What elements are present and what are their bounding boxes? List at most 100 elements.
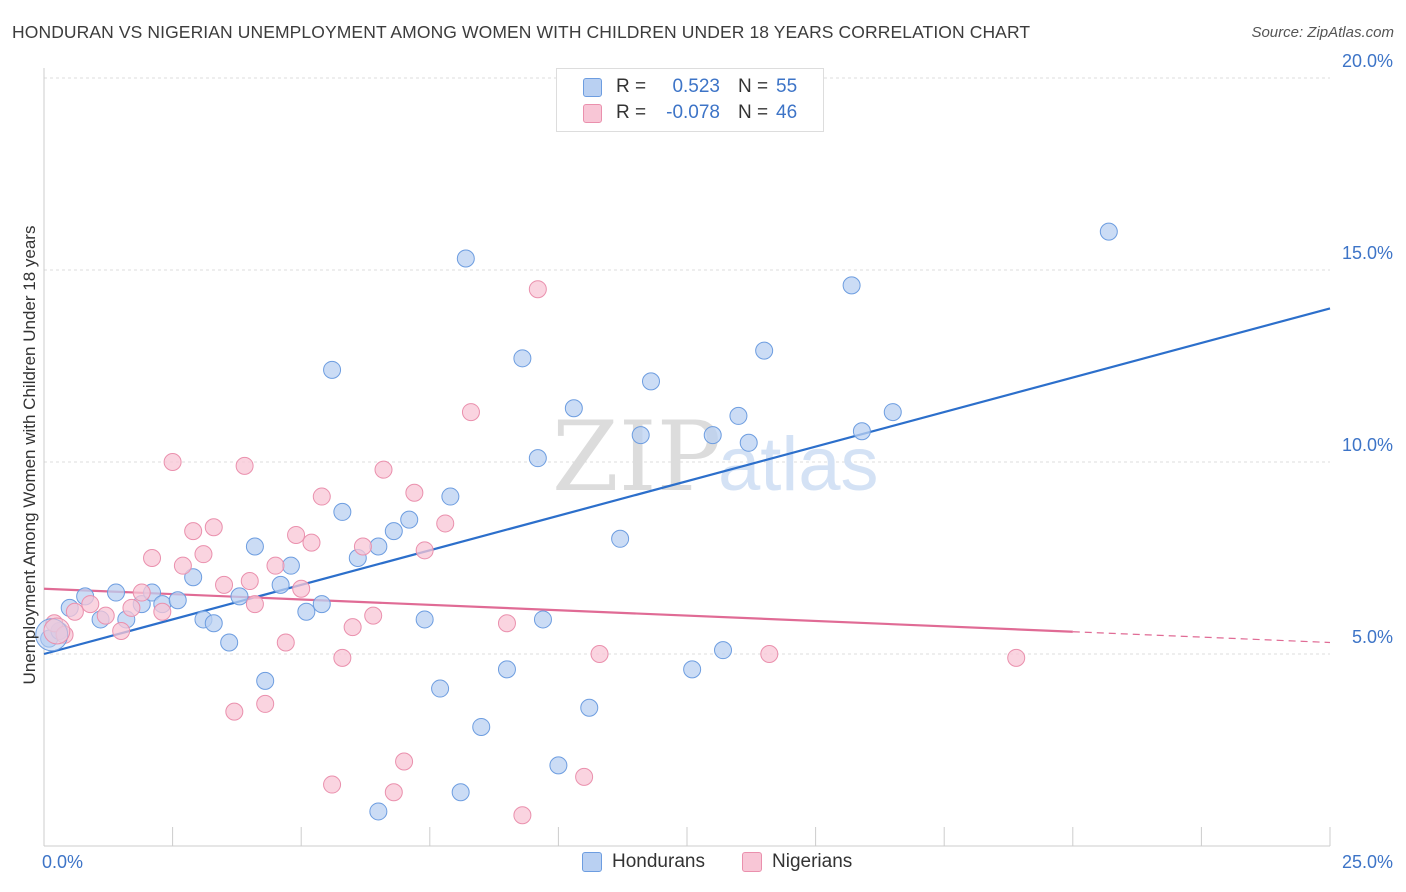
data-point-hondurans xyxy=(1099,222,1118,241)
data-points xyxy=(35,222,1118,825)
data-point-hondurans xyxy=(323,360,342,379)
data-point-hondurans xyxy=(431,679,450,698)
data-point-nigerians xyxy=(132,583,151,602)
y-tick-label: 15.0% xyxy=(1342,243,1393,263)
data-point-hondurans xyxy=(739,433,758,452)
data-point-nigerians xyxy=(143,549,162,567)
data-point-hondurans xyxy=(497,660,516,679)
data-point-hondurans xyxy=(245,537,264,556)
data-point-hondurans xyxy=(369,802,388,821)
trend-line-nigerians-extension xyxy=(1072,631,1331,644)
data-point-nigerians xyxy=(204,518,223,537)
watermark: ZIP atlas xyxy=(552,401,879,513)
data-point-nigerians xyxy=(590,645,609,663)
data-point-nigerians xyxy=(497,614,516,633)
data-point-nigerians xyxy=(312,487,331,506)
data-point-nigerians xyxy=(405,483,424,502)
data-point-hondurans xyxy=(333,502,352,521)
data-point-nigerians xyxy=(353,537,372,556)
n-value: 55 xyxy=(776,76,798,97)
data-point-hondurans xyxy=(415,610,434,629)
data-point-hondurans xyxy=(842,276,861,295)
data-point-nigerians xyxy=(163,453,182,471)
data-point-hondurans xyxy=(281,556,300,575)
data-point-nigerians xyxy=(122,598,141,617)
data-point-hondurans xyxy=(297,602,316,621)
legend-row-hondurans: R = 0.523 N = 55 xyxy=(583,75,797,99)
data-point-hondurans xyxy=(312,595,331,614)
data-point-nigerians xyxy=(96,606,115,625)
data-point-nigerians xyxy=(240,572,259,591)
series-legend: Hondurans Nigerians xyxy=(0,851,1406,877)
y-axis-label: Unemployment Among Women with Children U… xyxy=(20,225,39,685)
y-tick-label: 20.0% xyxy=(1342,51,1393,71)
n-label: N = xyxy=(738,102,769,123)
data-point-hondurans xyxy=(107,583,126,602)
data-point-hondurans xyxy=(755,341,774,360)
data-point-nigerians xyxy=(760,645,779,663)
data-point-hondurans xyxy=(611,529,630,548)
data-point-nigerians xyxy=(528,280,547,299)
data-point-nigerians xyxy=(173,556,192,575)
data-point-nigerians xyxy=(384,783,403,802)
legend-label-nigerians: Nigerians xyxy=(772,851,853,872)
data-point-hondurans xyxy=(256,671,275,690)
x-tick-min: 0.0% xyxy=(42,852,84,872)
data-point-hondurans xyxy=(384,522,403,541)
legend-item-hondurans[interactable]: Hondurans xyxy=(582,851,705,873)
data-point-hondurans xyxy=(852,422,871,441)
r-label: R = xyxy=(616,76,647,97)
data-point-hondurans xyxy=(641,372,660,391)
data-point-hondurans xyxy=(564,399,583,418)
r-value: -0.078 xyxy=(666,102,720,123)
data-point-hondurans xyxy=(400,510,419,529)
axes xyxy=(43,68,1331,847)
data-point-hondurans xyxy=(883,403,902,422)
data-point-hondurans xyxy=(729,406,748,425)
data-point-hondurans xyxy=(441,487,460,506)
data-point-hondurans xyxy=(580,698,599,717)
r-value: 0.523 xyxy=(672,76,720,97)
data-point-nigerians xyxy=(292,579,311,598)
data-point-hondurans xyxy=(271,575,290,594)
data-point-hondurans xyxy=(631,426,650,445)
data-point-hondurans xyxy=(456,249,475,268)
data-point-nigerians xyxy=(287,525,306,544)
data-point-hondurans xyxy=(528,449,547,468)
data-point-nigerians xyxy=(276,633,295,652)
data-point-hondurans xyxy=(549,756,568,775)
legend-row-nigerians: R = -0.078 N = 46 xyxy=(583,101,797,125)
data-point-hondurans xyxy=(168,591,187,610)
data-point-nigerians xyxy=(245,595,264,614)
data-point-nigerians xyxy=(323,775,342,794)
data-point-nigerians xyxy=(343,618,362,637)
legend-swatch-hondurans xyxy=(582,852,602,872)
y-tick-label: 5.0% xyxy=(1352,627,1393,647)
data-point-hondurans xyxy=(513,349,532,368)
data-point-nigerians xyxy=(575,767,594,786)
data-point-nigerians xyxy=(153,602,172,621)
legend-swatch-hondurans xyxy=(583,77,602,97)
data-point-hondurans xyxy=(220,633,239,652)
data-point-nigerians xyxy=(256,694,275,713)
legend-item-nigerians[interactable]: Nigerians xyxy=(742,851,852,873)
correlation-legend: R = 0.523 N = 55 R = -0.078 N = 46 xyxy=(556,68,824,132)
data-point-nigerians xyxy=(266,556,285,575)
data-point-nigerians xyxy=(184,522,203,541)
data-point-nigerians xyxy=(43,617,71,645)
data-point-hondurans xyxy=(369,537,388,556)
chart-title: HONDURAN VS NIGERIAN UNEMPLOYMENT AMONG … xyxy=(12,22,1031,42)
data-point-hondurans xyxy=(533,610,552,629)
data-point-hondurans xyxy=(204,614,223,633)
data-point-nigerians xyxy=(461,403,480,422)
data-point-nigerians xyxy=(513,806,532,825)
data-point-nigerians xyxy=(436,514,455,533)
data-point-nigerians xyxy=(364,606,383,625)
data-point-hondurans xyxy=(683,660,702,679)
watermark-zip: ZIP xyxy=(552,401,721,513)
source-note: Source: ZipAtlas.com xyxy=(1251,24,1394,41)
data-point-nigerians xyxy=(333,648,352,667)
data-point-nigerians xyxy=(1007,648,1026,667)
r-label: R = xyxy=(616,102,647,123)
